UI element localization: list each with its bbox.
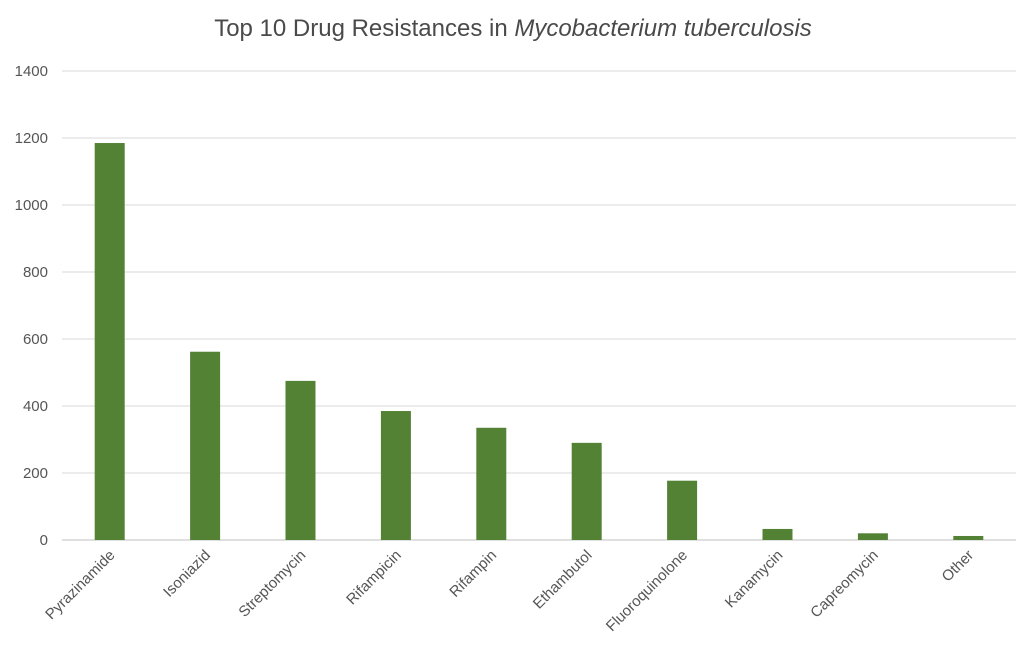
- x-tick-label: Ethambutol: [530, 547, 596, 613]
- x-tick-label: Isoniazid: [160, 547, 214, 601]
- y-tick-label: 1000: [15, 197, 48, 214]
- chart-title-italic: Mycobacterium tuberculosis: [514, 15, 812, 42]
- bar-rifampin: [476, 427, 507, 540]
- y-tick-label: 200: [23, 465, 48, 482]
- y-tick-label: 400: [23, 398, 48, 415]
- bar-streptomycin: [285, 380, 316, 540]
- x-tick-label: Pyrazinamide: [42, 547, 118, 623]
- bar-kanamycin: [762, 528, 793, 540]
- bar-isoniazid: [190, 351, 221, 540]
- bar-other: [953, 535, 984, 540]
- chart-title: Top 10 Drug Resistances in Mycobacterium…: [0, 12, 1026, 46]
- y-tick-label: 0: [40, 532, 48, 549]
- bar-pyrazinamide: [94, 143, 125, 540]
- x-tick-label: Streptomycin: [235, 547, 309, 621]
- x-tick-label: Kanamycin: [722, 547, 786, 611]
- x-tick-label: Fluoroquinolone: [603, 547, 691, 635]
- y-tick-label: 1400: [15, 63, 48, 80]
- y-tick-label: 1200: [15, 130, 48, 147]
- x-tick-label: Capreomycin: [807, 547, 882, 622]
- bar-rifampicin: [380, 411, 411, 540]
- bar-ethambutol: [571, 442, 602, 540]
- x-tick-label: Rifampin: [446, 547, 500, 601]
- bar-capreomycin: [857, 533, 888, 540]
- x-tick-label: Other: [939, 547, 978, 586]
- bar-fluoroquinolone: [667, 480, 698, 540]
- y-tick-label: 600: [23, 331, 48, 348]
- chart-title-text: Top 10 Drug Resistances in: [214, 15, 515, 42]
- y-tick-label: 800: [23, 264, 48, 281]
- x-tick-label: Rifampicin: [343, 547, 405, 609]
